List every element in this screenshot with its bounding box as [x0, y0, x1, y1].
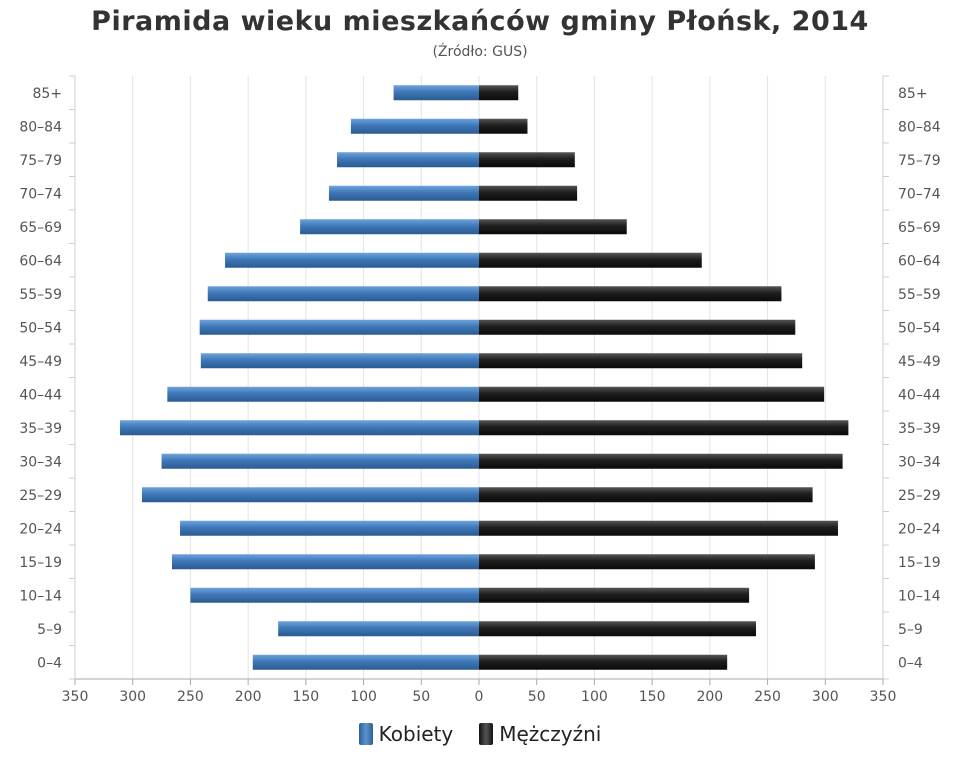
x-tick-label: 100 [350, 689, 377, 705]
y-tick-label-right: 40–44 [898, 387, 941, 403]
legend-label-kobiety: Kobiety [378, 722, 454, 746]
y-tick-label-left: 70–74 [19, 186, 62, 202]
bar-kobiety [167, 386, 480, 402]
y-tick-label-left: 25–29 [19, 488, 62, 504]
bar-mezczyzni [479, 85, 519, 101]
y-tick-label-left: 40–44 [19, 387, 62, 403]
y-tick-label-right: 55–59 [898, 287, 941, 303]
y-tick-label-right: 25–29 [898, 488, 941, 504]
y-tick-label-right: 30–34 [898, 454, 941, 470]
x-tick-label: 200 [235, 689, 262, 705]
y-tick-label-right: 0–4 [898, 655, 923, 671]
y-tick-label-right: 45–49 [898, 354, 941, 370]
y-tick-label-left: 65–69 [19, 220, 62, 236]
y-tick-label-right: 80–84 [898, 119, 941, 135]
y-tick-label-left: 10–14 [19, 588, 62, 604]
bar-mezczyzni [479, 118, 528, 134]
bar-mezczyzni [479, 319, 796, 335]
bar-kobiety [207, 286, 479, 302]
y-tick-label-left: 0–4 [37, 655, 62, 671]
y-tick-label-left: 75–79 [19, 153, 62, 169]
bar-kobiety [199, 319, 480, 335]
bar-kobiety [350, 118, 479, 134]
x-tick-label: 350 [870, 689, 897, 705]
legend-item-kobiety[interactable]: Kobiety [358, 722, 454, 746]
y-tick-label-right: 75–79 [898, 153, 941, 169]
y-tick-label-left: 15–19 [19, 555, 62, 571]
y-tick-label-right: 5–9 [898, 622, 923, 638]
x-tick-label: 50 [528, 689, 546, 705]
y-tick-label-left: 35–39 [19, 421, 62, 437]
x-tick-label: 350 [62, 689, 89, 705]
bar-kobiety [141, 487, 479, 503]
bar-kobiety [300, 219, 479, 235]
y-tick-label-right: 60–64 [898, 253, 941, 269]
bar-kobiety [252, 654, 479, 670]
bar-kobiety [120, 420, 479, 436]
bar-kobiety [180, 520, 480, 536]
bar-mezczyzni [479, 587, 750, 603]
bar-mezczyzni [479, 219, 627, 235]
bar-mezczyzni [479, 386, 825, 402]
y-tick-label-left: 55–59 [19, 287, 62, 303]
x-tick-label: 250 [177, 689, 204, 705]
bar-mezczyzni [479, 487, 813, 503]
bar-kobiety [200, 353, 479, 369]
bar-mezczyzni [479, 286, 782, 302]
bar-kobiety [225, 252, 479, 268]
bar-mezczyzni [479, 520, 838, 536]
legend-label-mezczyzni: Mężczyźni [499, 722, 602, 746]
bar-kobiety [171, 554, 479, 570]
legend-item-mezczyzni[interactable]: Mężczyźni [479, 722, 601, 746]
x-tick-label: 200 [696, 689, 723, 705]
x-tick-label: 150 [639, 689, 666, 705]
bar-kobiety [337, 152, 479, 168]
y-tick-label-left: 30–34 [19, 454, 62, 470]
chart-legend: Kobiety Mężczyźni [0, 722, 960, 746]
x-tick-label: 0 [475, 689, 484, 705]
y-tick-label-right: 70–74 [898, 186, 941, 202]
bar-mezczyzni [479, 621, 757, 637]
y-tick-label-left: 20–24 [19, 521, 62, 537]
x-tick-label: 300 [812, 689, 839, 705]
y-tick-label-right: 20–24 [898, 521, 941, 537]
y-tick-label-right: 50–54 [898, 320, 941, 336]
bar-kobiety [328, 185, 479, 201]
x-tick-label: 300 [119, 689, 146, 705]
bar-kobiety [393, 85, 479, 101]
y-tick-label-right: 65–69 [898, 220, 941, 236]
x-tick-label: 50 [412, 689, 430, 705]
y-tick-label-right: 15–19 [898, 555, 941, 571]
y-tick-label-right: 85+ [898, 86, 928, 102]
y-tick-label-left: 80–84 [19, 119, 62, 135]
bar-kobiety [161, 453, 480, 469]
bar-mezczyzni [479, 554, 815, 570]
legend-swatch-mezczyzni [479, 723, 494, 745]
x-tick-label: 150 [292, 689, 319, 705]
y-tick-label-left: 50–54 [19, 320, 62, 336]
chart-subtitle: (Źródło: GUS) [432, 44, 528, 60]
bar-mezczyzni [479, 252, 702, 268]
x-tick-label: 100 [581, 689, 608, 705]
y-tick-label-left: 85+ [32, 86, 62, 102]
legend-swatch-kobiety [358, 723, 373, 745]
bar-mezczyzni [479, 152, 575, 168]
bar-mezczyzni [479, 353, 803, 369]
bar-kobiety [278, 621, 479, 637]
bar-mezczyzni [479, 654, 728, 670]
y-tick-label-left: 45–49 [19, 354, 62, 370]
x-tick-label: 250 [754, 689, 781, 705]
bar-kobiety [190, 587, 479, 603]
y-tick-label-right: 10–14 [898, 588, 941, 604]
y-tick-label-left: 60–64 [19, 253, 62, 269]
bar-mezczyzni [479, 453, 843, 469]
bar-mezczyzni [479, 185, 578, 201]
y-tick-label-right: 35–39 [898, 421, 941, 437]
y-tick-label-left: 5–9 [37, 622, 62, 638]
chart-title: Piramida wieku mieszkańców gminy Płońsk,… [91, 6, 869, 37]
bar-mezczyzni [479, 420, 849, 436]
